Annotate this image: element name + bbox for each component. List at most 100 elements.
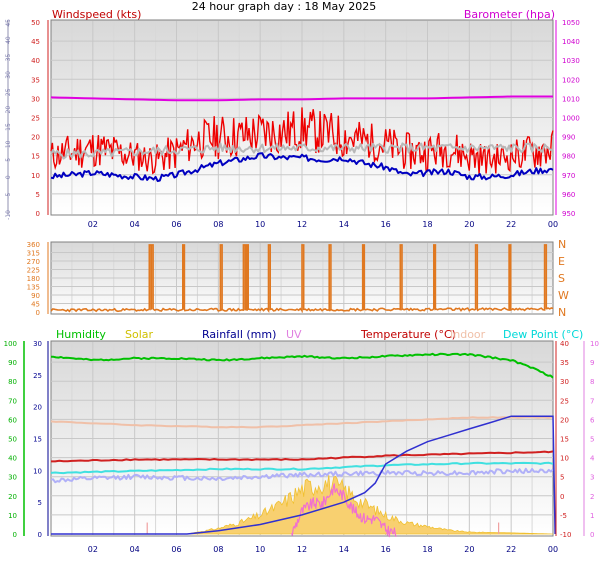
temperature-line xyxy=(51,450,554,463)
direction-tick-label: 90 xyxy=(31,292,40,300)
rainfall-tick-label: 10 xyxy=(33,467,42,475)
wind-direction-overlay-line xyxy=(50,142,554,160)
far-left-tick-label: -5 xyxy=(5,192,12,198)
x-tick-label: 16 xyxy=(381,545,391,554)
windspeed-tick-label: 10 xyxy=(31,172,40,180)
compass-letter: N xyxy=(558,238,566,251)
x-tick-label: 06 xyxy=(171,545,181,554)
windspeed-tick-label: 20 xyxy=(31,134,40,142)
wind-ticks: 0510152025303540455095096097098099010001… xyxy=(5,19,580,229)
windspeed-tick-label: 25 xyxy=(31,115,40,123)
rainfall-tick-label: 15 xyxy=(33,436,42,444)
uv-tick-label: 6 xyxy=(590,416,595,424)
x-tick-label: 10 xyxy=(255,220,265,229)
direction-tick-label: 360 xyxy=(27,241,40,249)
lavender-line xyxy=(50,467,554,484)
x-tick-label: 04 xyxy=(130,545,140,554)
direction-tick-label: 180 xyxy=(27,275,40,283)
x-tick-label: 00 xyxy=(548,220,558,229)
x-tick-label: 18 xyxy=(422,220,432,229)
x-tick-label: 22 xyxy=(506,545,516,554)
x-tick-label: 06 xyxy=(171,220,181,229)
humidity-tick-label: 90 xyxy=(8,359,17,367)
indoor-line xyxy=(50,416,554,429)
uv-line xyxy=(290,483,397,538)
windspeed-tick-label: 40 xyxy=(31,57,40,65)
uv-tick-label: 10 xyxy=(590,340,599,348)
humidity-tick-label: 20 xyxy=(8,493,17,501)
x-tick-label: 12 xyxy=(297,545,307,554)
x-tick-label: 22 xyxy=(506,220,516,229)
x-tick-label: 20 xyxy=(464,545,474,554)
humidity-tick-label: 10 xyxy=(8,512,17,520)
temperature-tick-label: -10 xyxy=(560,531,571,539)
barometer-tick-label: 1050 xyxy=(562,19,580,27)
uv-tick-label: 2 xyxy=(590,493,594,501)
x-tick-label: 20 xyxy=(464,220,474,229)
legend-label: Rainfall (mm) xyxy=(202,328,276,341)
barometer-axis-label: Barometer (hpa) xyxy=(464,8,555,21)
temperature-panel: 0102030405060708090100051015202530-10-50… xyxy=(4,328,599,554)
barometer-tick-label: 1000 xyxy=(562,115,580,123)
direction-tick-label: 315 xyxy=(27,250,40,258)
humidity-tick-label: 50 xyxy=(8,436,17,444)
uv-tick-label: 4 xyxy=(590,455,595,463)
uv-tick-label: 5 xyxy=(590,436,594,444)
rainfall-tick-label: 25 xyxy=(33,372,42,380)
compass-letter: S xyxy=(558,272,565,285)
compass-letter: W xyxy=(558,289,569,302)
temperature-tick-label: 40 xyxy=(560,340,569,348)
direction-tick-label: 225 xyxy=(27,267,40,275)
humidity-tick-label: 70 xyxy=(8,397,17,405)
direction-series xyxy=(50,244,554,314)
barometer-tick-label: 1020 xyxy=(562,76,580,84)
x-tick-label: 14 xyxy=(339,220,349,229)
humidity-tick-label: 60 xyxy=(8,416,17,424)
windspeed-tick-label: 15 xyxy=(31,153,40,161)
far-left-tick-label: 15 xyxy=(5,123,12,131)
temperature-tick-label: 5 xyxy=(560,474,564,482)
far-left-tick-label: 0 xyxy=(5,175,12,179)
uv-tick-label: 1 xyxy=(590,512,594,520)
far-left-tick-label: 10 xyxy=(5,140,12,148)
far-left-tick-label: 30 xyxy=(5,71,12,79)
far-left-tick-label: 35 xyxy=(5,54,12,62)
legend-label: Indoor xyxy=(450,328,486,341)
far-left-tick-label: 5 xyxy=(5,158,12,162)
uv-tick-label: 3 xyxy=(590,474,594,482)
barometer-tick-label: 960 xyxy=(562,191,575,199)
compass-letter: N xyxy=(558,306,566,319)
direction-tick-label: 135 xyxy=(27,284,40,292)
wind-average-line xyxy=(50,152,554,183)
temperature-tick-label: 35 xyxy=(560,359,569,367)
barometer-tick-label: 1010 xyxy=(562,95,580,103)
humidity-tick-label: 80 xyxy=(8,378,17,386)
windspeed-axis-label: Windspeed (kts) xyxy=(52,8,141,21)
far-left-tick-label: -10 xyxy=(5,210,12,220)
x-tick-label: 04 xyxy=(130,220,140,229)
x-tick-label: 18 xyxy=(422,545,432,554)
windspeed-tick-label: 50 xyxy=(31,19,40,27)
windspeed-tick-label: 30 xyxy=(31,95,40,103)
wind-series xyxy=(50,95,554,183)
temperature-series xyxy=(50,352,556,538)
barometer-tick-label: 970 xyxy=(562,172,575,180)
wind-direction-line xyxy=(50,244,554,314)
legend-label: Humidity xyxy=(56,328,106,341)
temperature-tick-label: -5 xyxy=(560,512,567,520)
uv-tick-label: 7 xyxy=(590,397,594,405)
temperature-tick-label: 25 xyxy=(560,397,569,405)
rainfall-tick-label: 30 xyxy=(33,340,42,348)
temperature-tick-label: 20 xyxy=(560,416,569,424)
temperature-tick-label: 15 xyxy=(560,436,569,444)
humidity-tick-label: 30 xyxy=(8,474,17,482)
wind-panel: 0510152025303540455095096097098099010001… xyxy=(5,8,580,229)
x-tick-label: 02 xyxy=(88,545,98,554)
windspeed-tick-label: 45 xyxy=(31,38,40,46)
humidity-tick-label: 0 xyxy=(13,531,17,539)
humidity-tick-label: 100 xyxy=(4,340,17,348)
barometer-tick-label: 990 xyxy=(562,134,575,142)
far-left-tick-label: 20 xyxy=(5,106,12,114)
